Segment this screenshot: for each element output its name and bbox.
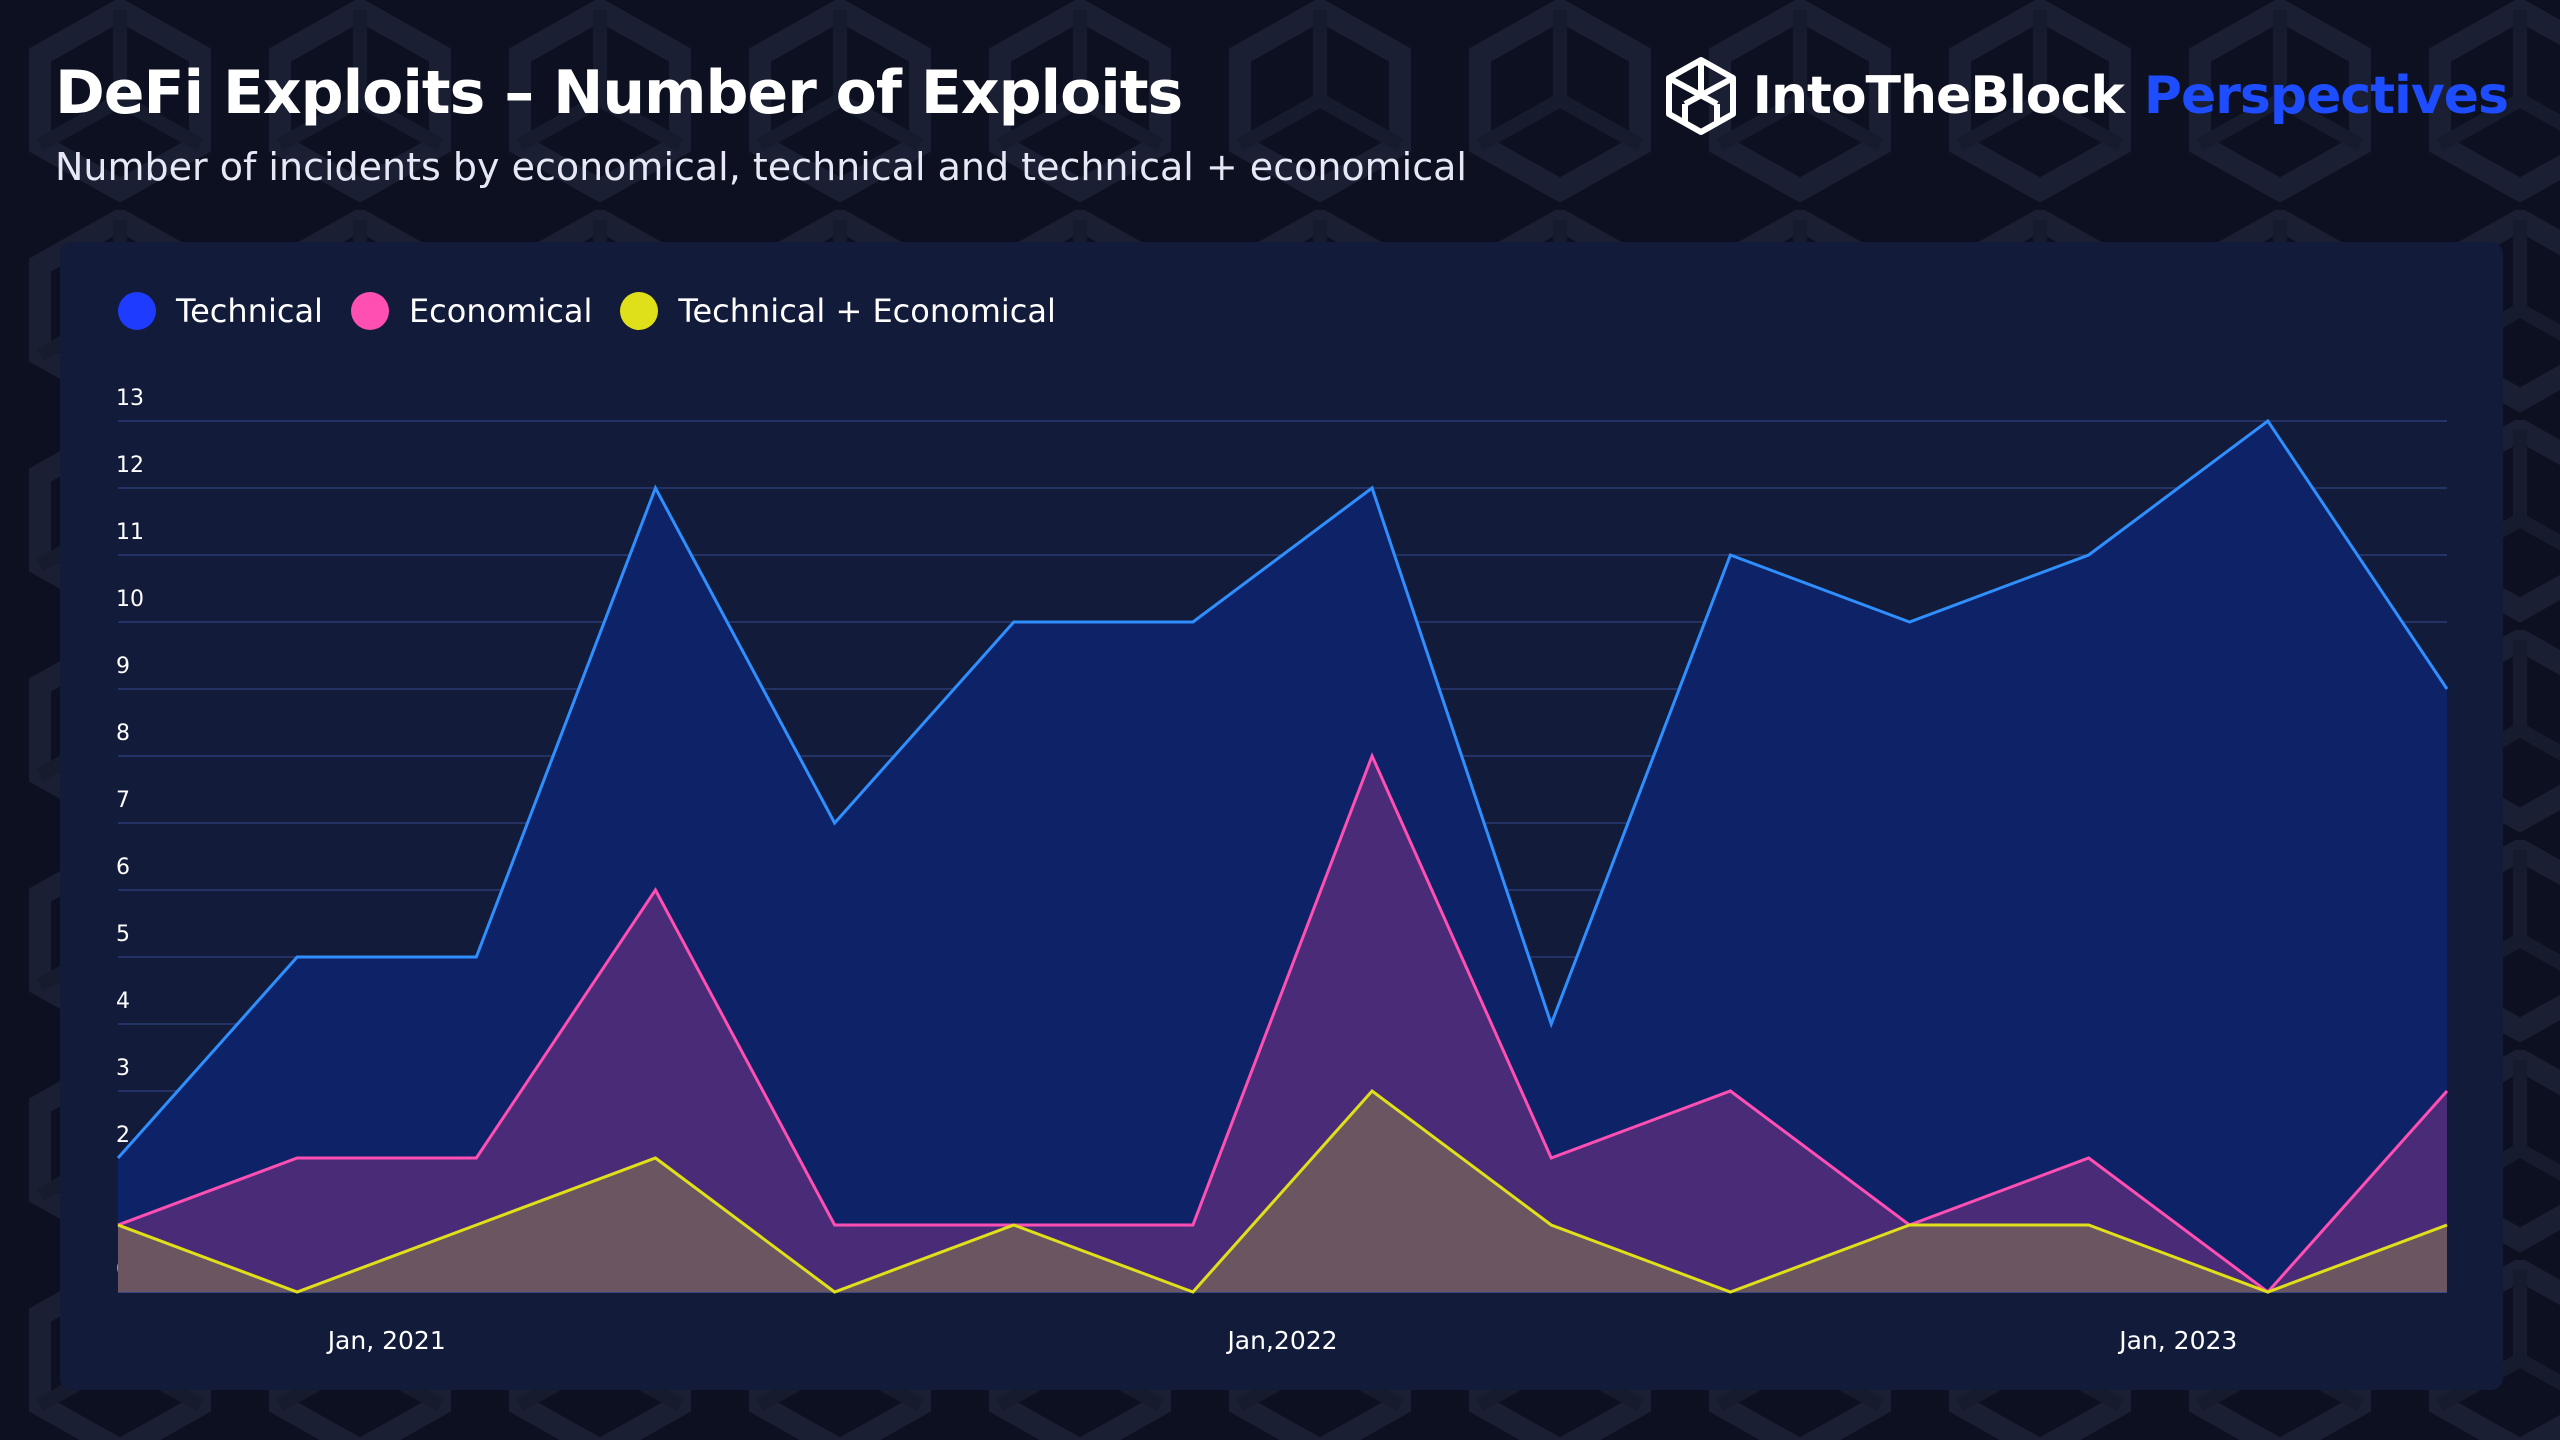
y-tick-label-8: 8	[116, 721, 130, 746]
series-line-technical	[116, 418, 2449, 1159]
chart-legend: Technical Economical Technical + Economi…	[118, 292, 1084, 330]
brand-name: IntoTheBlock	[1752, 66, 2125, 126]
series-area-economical	[118, 756, 2447, 1292]
x-tick-label-1: Jan,2022	[1225, 1326, 1337, 1355]
brand-product: Perspectives	[2143, 66, 2509, 126]
x-tick-label-2: Jan, 2023	[2117, 1326, 2237, 1355]
legend-dot-economical	[350, 292, 389, 330]
y-tick-label-2: 2	[116, 1123, 130, 1148]
y-tick-label-12: 12	[116, 453, 144, 478]
y-tick-label-5: 5	[116, 922, 130, 947]
legend-item-technical[interactable]: Technical	[118, 292, 323, 330]
brand[interactable]: IntoTheBlock Perspectives	[1665, 48, 2509, 144]
series-line-economical	[117, 752, 2449, 1295]
page-subtitle: Number of incidents by economical, techn…	[55, 145, 1467, 189]
y-tick-label-3: 3	[116, 1056, 130, 1081]
y-tick-label-10: 10	[116, 587, 144, 612]
x-tick-label-0: Jan, 2021	[326, 1326, 446, 1355]
legend-item-technical-economical[interactable]: Technical + Economical	[620, 292, 1056, 330]
legend-label-economical: Economical	[408, 292, 593, 330]
legend-label-technical: Technical	[176, 292, 323, 330]
cube-logo-icon	[1665, 57, 1736, 135]
y-tick-label-7: 7	[116, 788, 130, 813]
legend-dot-technical-economical	[620, 292, 659, 330]
y-tick-label-9: 9	[116, 654, 130, 679]
y-tick-label-11: 11	[116, 520, 144, 545]
series-line-technical-economical	[117, 1088, 2448, 1294]
y-tick-label-6: 6	[116, 855, 130, 880]
legend-dot-technical	[118, 292, 156, 330]
page-title: DeFi Exploits – Number of Exploits	[55, 58, 1183, 128]
legend-item-economical[interactable]: Economical	[350, 292, 593, 330]
y-tick-label-13: 13	[116, 386, 144, 411]
y-tick-label-4: 4	[116, 989, 130, 1014]
legend-label-technical-economical: Technical + Economical	[678, 292, 1056, 330]
